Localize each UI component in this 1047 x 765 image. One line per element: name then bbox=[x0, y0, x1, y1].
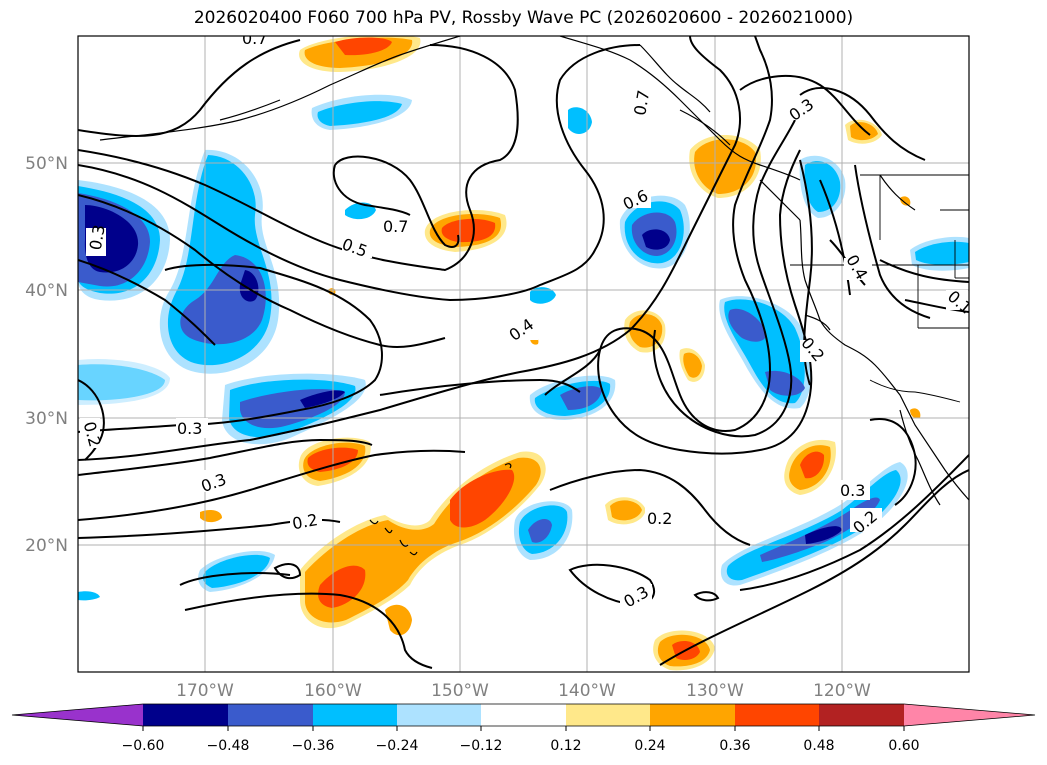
contour-label: 0.3 bbox=[86, 223, 109, 251]
lat-axis-labels: 50°N 40°N 30°N 20°N bbox=[25, 154, 68, 556]
anomaly-region bbox=[345, 202, 376, 220]
colorbar-extend-min bbox=[12, 704, 143, 726]
colorbar-segment bbox=[735, 704, 819, 726]
lon-tick-label: 160°W bbox=[304, 681, 362, 701]
anomaly-region bbox=[335, 37, 392, 56]
anomaly-region bbox=[78, 358, 170, 405]
colorbar-tick-label: −0.12 bbox=[460, 738, 503, 754]
anomaly-region bbox=[528, 518, 552, 543]
colorbar: −0.60 −0.48 −0.36 −0.24 −0.12 0.12 0.24 … bbox=[11, 703, 1036, 754]
lon-tick-label: 150°W bbox=[431, 681, 489, 701]
lon-tick-label: 140°W bbox=[558, 681, 616, 701]
contour-label: 0.7 bbox=[630, 89, 653, 117]
lat-tick-label: 50°N bbox=[25, 154, 68, 174]
colorbar-extend-max bbox=[904, 704, 1035, 726]
anomaly-region bbox=[765, 370, 805, 396]
colorbar-segment bbox=[397, 704, 481, 726]
map-title: 2026020400 F060 700 hPa PV, Rossby Wave … bbox=[193, 8, 854, 28]
anomaly-region bbox=[568, 107, 592, 134]
colorbar-tick-label: −0.36 bbox=[292, 738, 335, 754]
colorbar-tick-label: 0.48 bbox=[803, 738, 834, 754]
colorbar-segment bbox=[313, 704, 397, 726]
anomaly-region bbox=[800, 451, 825, 479]
anomaly-region bbox=[203, 554, 270, 588]
contour-label: 0.2 bbox=[291, 510, 319, 533]
anomaly-region bbox=[450, 469, 515, 528]
contour-label: 0.3 bbox=[840, 481, 865, 500]
anomaly-region bbox=[78, 591, 100, 601]
contour-label: 0.2 bbox=[647, 509, 672, 528]
map-frame bbox=[77, 35, 970, 673]
anomaly-region bbox=[239, 270, 259, 302]
lon-tick-label: 170°W bbox=[176, 681, 234, 701]
lon-axis-labels: 170°W 160°W 150°W 140°W 130°W 120°W bbox=[176, 681, 871, 701]
anomaly-region bbox=[385, 604, 412, 636]
colorbar-tick-label: 0.36 bbox=[719, 738, 750, 754]
anomaly-region bbox=[910, 408, 921, 419]
anomaly-region bbox=[642, 229, 670, 250]
colorbar-segment bbox=[481, 704, 566, 726]
colorbar-segment bbox=[650, 704, 735, 726]
colorbar-segment bbox=[566, 704, 650, 726]
anomaly-region bbox=[900, 196, 911, 206]
lat-tick-label: 30°N bbox=[25, 409, 68, 429]
colorbar-tick-label: −0.24 bbox=[376, 738, 419, 754]
lat-tick-label: 20°N bbox=[25, 536, 68, 556]
contour-label: 0.3 bbox=[177, 419, 202, 438]
political-borders bbox=[790, 174, 969, 403]
anomaly-region bbox=[728, 308, 766, 342]
colorbar-segment bbox=[819, 704, 904, 726]
anomaly-region bbox=[441, 218, 496, 243]
lon-tick-label: 130°W bbox=[686, 681, 744, 701]
pv-contours bbox=[78, 36, 969, 669]
anomaly-region bbox=[610, 500, 642, 521]
shaded-anomalies bbox=[78, 36, 969, 671]
colorbar-ticks bbox=[142, 726, 905, 731]
coastlines bbox=[99, 36, 969, 556]
lat-tick-label: 40°N bbox=[25, 281, 68, 301]
contour-label: 0.7 bbox=[383, 217, 408, 236]
anomaly-region bbox=[560, 386, 602, 410]
map-panel: 0.7 0.3 0.7 0.5 0.4 0.6 0.3 0.4 0.2 0.3 … bbox=[78, 29, 969, 672]
anomaly-region bbox=[300, 390, 345, 408]
anomaly-region bbox=[530, 287, 556, 304]
anomaly-region bbox=[317, 101, 402, 126]
colorbar-tick-label: 0.60 bbox=[888, 738, 919, 754]
anomaly-region bbox=[915, 241, 969, 265]
colorbar-tick-label: 0.24 bbox=[634, 738, 665, 754]
colorbar-tick-label: −0.48 bbox=[207, 738, 250, 754]
contour-label: 0.7 bbox=[242, 29, 267, 48]
colorbar-tick-label: 0.12 bbox=[550, 738, 581, 754]
anomaly-region bbox=[805, 526, 842, 544]
anomaly-region bbox=[683, 352, 702, 378]
colorbar-segment bbox=[143, 704, 228, 726]
lon-tick-label: 120°W bbox=[813, 681, 871, 701]
colorbar-tick-label: −0.60 bbox=[122, 738, 165, 754]
colorbar-segment bbox=[228, 704, 313, 726]
